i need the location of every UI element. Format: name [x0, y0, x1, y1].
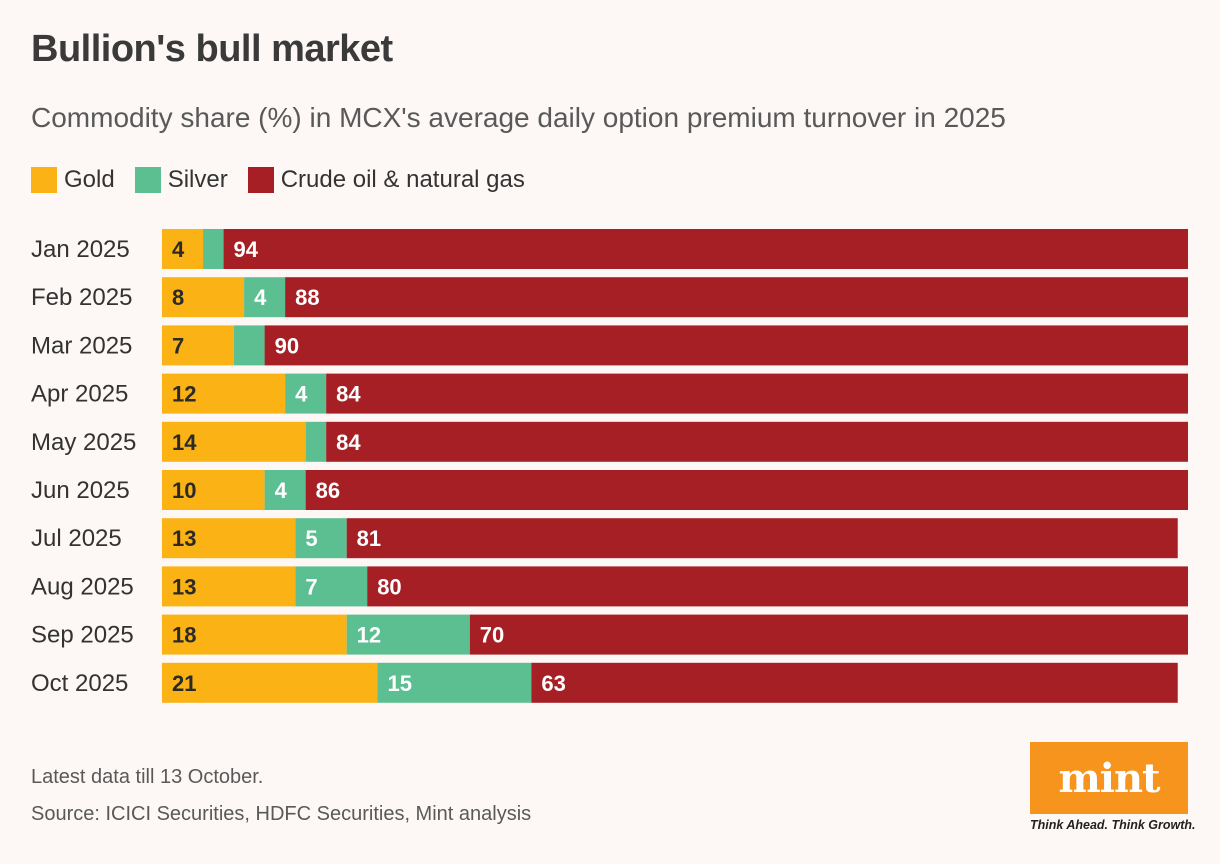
- data-label-silver: 4: [295, 382, 308, 407]
- bar-segment-silver: [295, 518, 347, 559]
- data-label-crude: 88: [295, 285, 319, 310]
- source-note: Source: ICICI Securities, HDFC Securitie…: [31, 803, 532, 825]
- bar-segment-gold: [162, 566, 296, 607]
- data-label-silver: 4: [254, 285, 267, 310]
- category-label: Sep 2025: [31, 622, 134, 649]
- data-label-gold: 13: [172, 574, 196, 599]
- bar-segment-gold: [162, 421, 306, 462]
- bar-segment-gold: [162, 229, 204, 269]
- chart-subtitle: Commodity share (%) in MCX's average dai…: [31, 102, 1006, 133]
- bar-segment-silver: [346, 614, 470, 655]
- bar-segment-crude: [346, 518, 1178, 559]
- footnote: Latest data till 13 October.: [31, 766, 264, 788]
- bar-segment-crude: [469, 614, 1188, 655]
- category-label: Jul 2025: [31, 525, 122, 552]
- data-label-crude: 70: [480, 623, 504, 648]
- category-label: Apr 2025: [31, 381, 128, 408]
- logo-tagline: Think Ahead. Think Growth.: [1030, 818, 1196, 832]
- category-label: Aug 2025: [31, 573, 134, 600]
- bar-segment-silver: [377, 662, 532, 703]
- mint-logo-text: mint: [1058, 754, 1160, 802]
- data-label-gold: 8: [172, 285, 184, 310]
- bar-segment-crude: [264, 325, 1189, 366]
- bar-segment-gold: [162, 277, 245, 318]
- bar-segment-crude: [285, 277, 1188, 318]
- legend-swatch-crude: [247, 167, 274, 193]
- category-label: Jun 2025: [31, 477, 130, 504]
- legend-label-silver: Silver: [167, 166, 228, 193]
- bar-segment-silver: [233, 325, 265, 366]
- bar-segment-crude: [531, 662, 1178, 703]
- data-label-gold: 7: [172, 333, 184, 358]
- bar-segment-gold: [162, 325, 234, 366]
- data-label-gold: 13: [172, 526, 196, 551]
- bar-segment-gold: [162, 518, 296, 559]
- bar-segment-gold: [162, 373, 286, 414]
- data-label-silver: 15: [387, 671, 411, 696]
- bar-segment-gold: [162, 662, 378, 703]
- data-label-gold: 21: [172, 671, 196, 696]
- data-label-crude: 90: [275, 333, 299, 358]
- bar-segment-silver: [305, 421, 327, 462]
- data-label-crude: 81: [357, 526, 381, 551]
- bar-segment-silver: [203, 229, 224, 269]
- data-label-crude: 86: [316, 478, 340, 503]
- bar-segment-silver: [264, 470, 306, 510]
- legend-label-crude: Crude oil & natural gas: [280, 166, 525, 193]
- bar-segment-silver: [244, 277, 286, 318]
- legend-swatch-gold: [31, 167, 57, 193]
- mint-logo: mint: [1030, 742, 1188, 814]
- category-label: May 2025: [31, 429, 136, 456]
- bar-segment-crude: [367, 566, 1188, 607]
- data-label-silver: 4: [275, 478, 288, 503]
- data-label-gold: 10: [172, 478, 196, 503]
- data-label-crude: 94: [234, 237, 259, 262]
- bar-segment-silver: [285, 373, 327, 414]
- legend-item-crude: Crude oil & natural gas: [247, 166, 525, 194]
- data-label-gold: 18: [172, 623, 196, 648]
- chart-title: Bullion's bull market: [31, 28, 393, 70]
- legend-swatch-silver: [134, 167, 161, 193]
- bar-segment-gold: [162, 470, 265, 510]
- data-label-silver: 7: [305, 574, 317, 599]
- data-label-crude: 84: [336, 430, 361, 455]
- data-label-gold: 14: [172, 430, 197, 455]
- data-label-silver: 5: [305, 526, 317, 551]
- category-label: Mar 2025: [31, 332, 132, 359]
- data-label-silver: 12: [357, 623, 381, 648]
- category-label: Feb 2025: [31, 284, 132, 311]
- legend-item-gold: Gold: [31, 166, 115, 194]
- data-label-crude: 63: [541, 671, 565, 696]
- data-label-crude: 80: [377, 574, 401, 599]
- bar-segment-silver: [295, 566, 368, 607]
- bar-segment-crude: [305, 470, 1188, 510]
- bar-segment-gold: [162, 614, 347, 655]
- data-label-gold: 4: [172, 237, 185, 262]
- legend-label-gold: Gold: [64, 166, 115, 193]
- category-label: Jan 2025: [31, 236, 130, 263]
- legend: Gold Silver Crude oil & natural gas: [31, 166, 545, 194]
- legend-item-silver: Silver: [134, 166, 228, 194]
- data-label-crude: 84: [336, 382, 361, 407]
- bar-segment-crude: [223, 229, 1188, 269]
- bar-segment-crude: [326, 373, 1188, 414]
- data-label-gold: 12: [172, 382, 196, 407]
- bar-segment-crude: [326, 421, 1188, 462]
- category-label: Oct 2025: [31, 670, 128, 697]
